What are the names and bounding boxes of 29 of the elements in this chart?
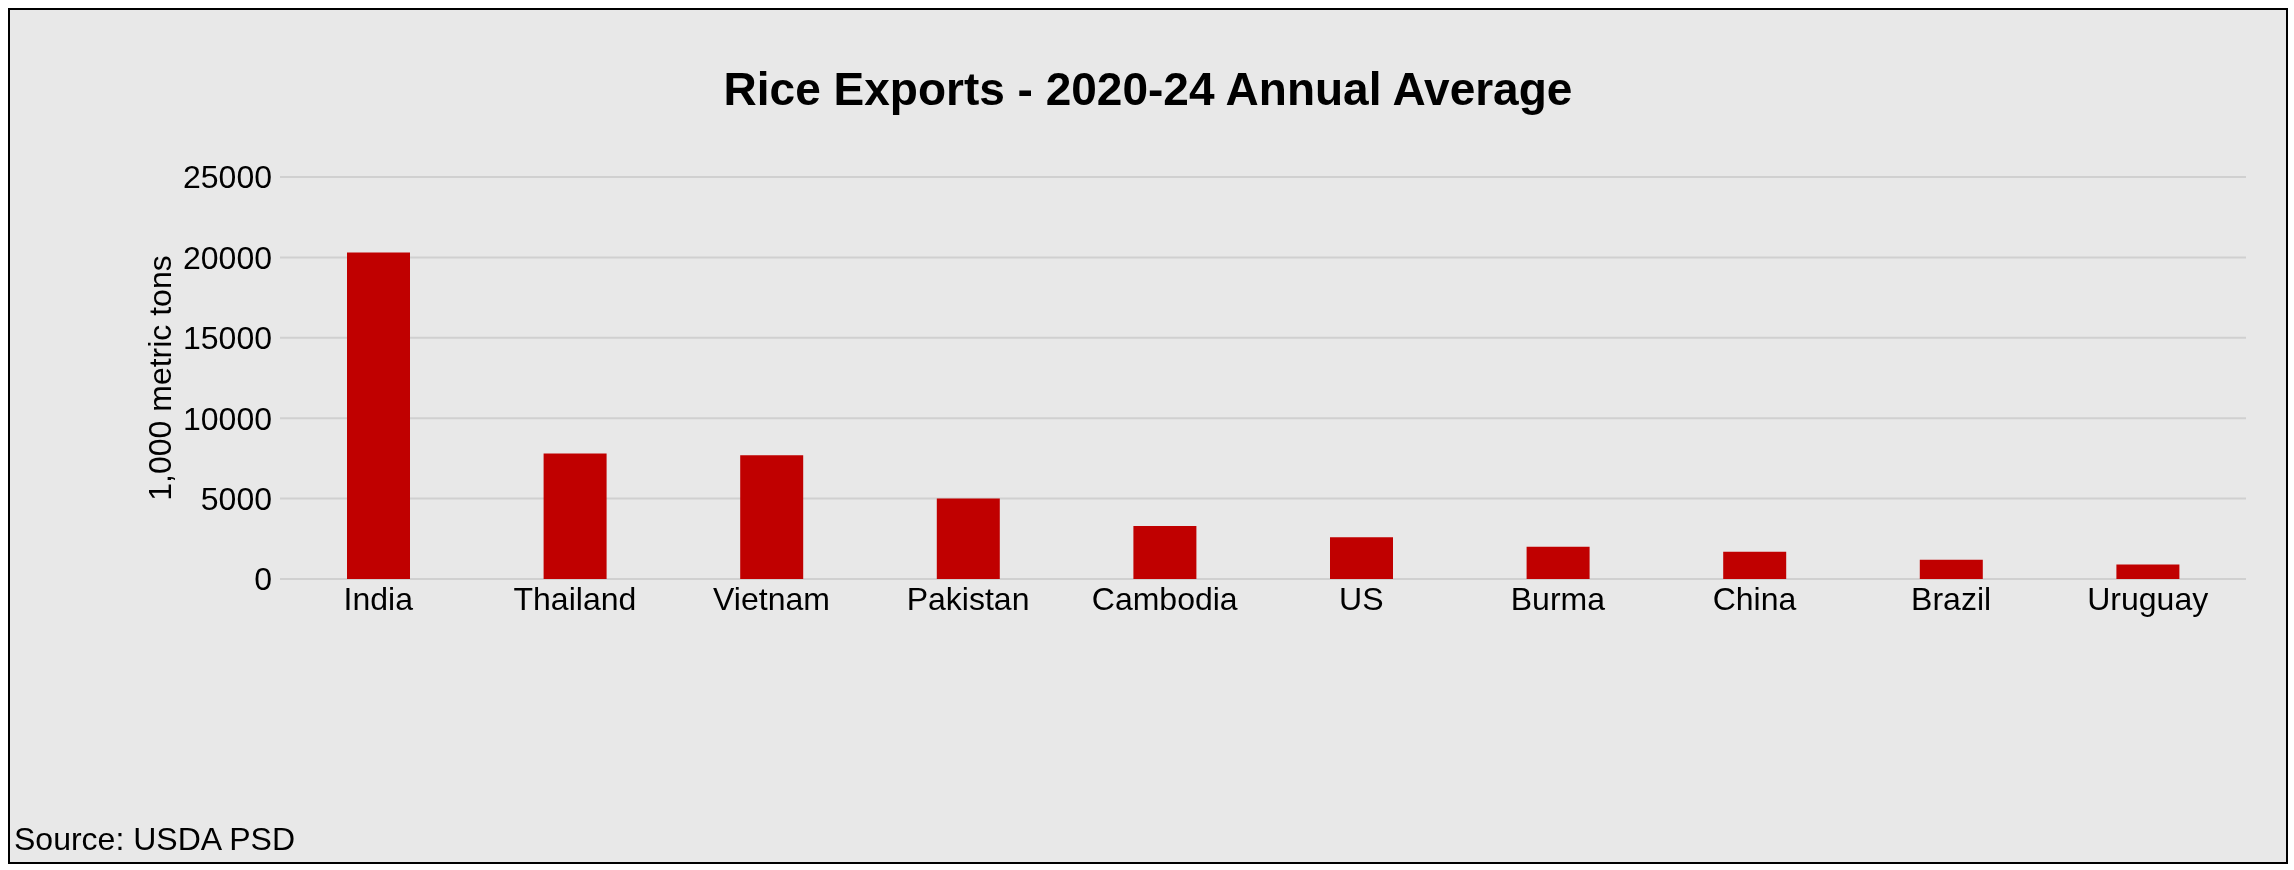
bar [543, 453, 607, 579]
chart-title: Rice Exports - 2020-24 Annual Average [722, 62, 1574, 116]
bar [2116, 564, 2180, 579]
y-tick-label: 20000 [183, 239, 272, 276]
y-axis-title: 1,000 metric tons [142, 255, 179, 501]
x-tick-label: Brazil [1911, 580, 1992, 617]
source-note: Source: USDA PSD [14, 821, 295, 858]
x-tick-label: Thailand [513, 580, 637, 617]
x-tick-label: Uruguay [2087, 580, 2209, 617]
x-tick-label: Burma [1510, 580, 1606, 617]
bar [1723, 551, 1787, 579]
bar [1133, 525, 1197, 579]
bar [1919, 559, 1983, 579]
y-tick-label: 25000 [183, 159, 272, 196]
bar [347, 252, 410, 579]
bar [1526, 546, 1590, 579]
x-tick-label: China [1712, 580, 1797, 617]
bar [936, 498, 1000, 579]
x-tick-label: India [343, 580, 414, 617]
y-tick-label: 5000 [200, 480, 272, 517]
y-tick-label: 0 [254, 561, 272, 598]
x-tick-label: US [1339, 580, 1384, 617]
x-tick-label: Cambodia [1091, 580, 1238, 617]
bar [740, 455, 804, 579]
x-tick-label: Vietnam [713, 580, 830, 617]
y-tick-label: 10000 [183, 400, 272, 437]
y-tick-label: 15000 [183, 320, 272, 357]
bar [1330, 537, 1393, 579]
x-tick-label: Pakistan [906, 580, 1030, 617]
